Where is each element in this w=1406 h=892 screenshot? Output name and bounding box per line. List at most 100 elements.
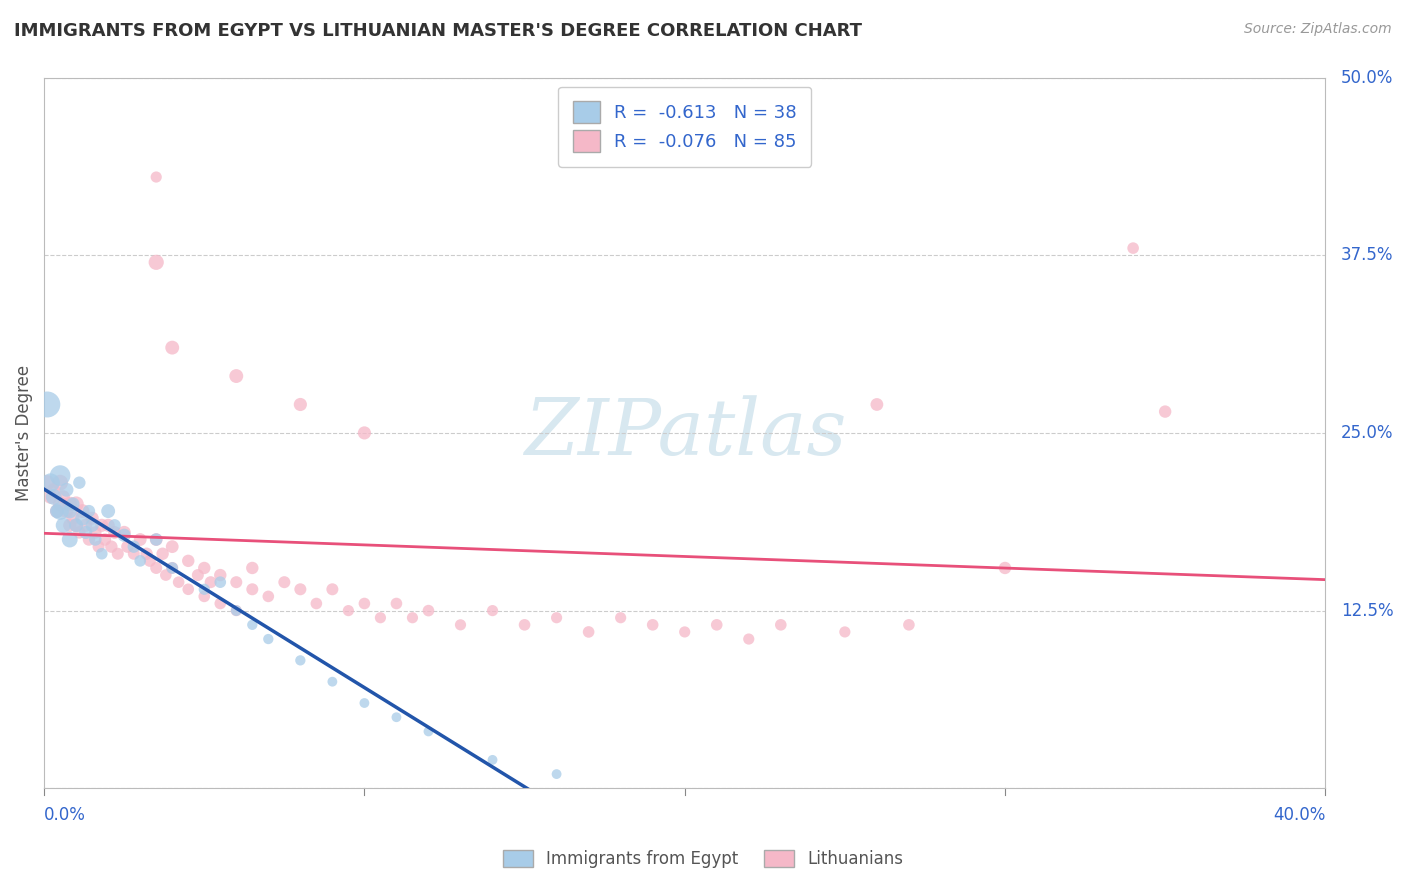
Point — [129, 533, 152, 547]
Point — [337, 604, 360, 618]
Point — [45, 504, 67, 518]
Point — [77, 533, 100, 547]
Point — [59, 518, 82, 533]
Point — [94, 533, 117, 547]
Point — [112, 525, 135, 540]
Point — [209, 568, 232, 582]
Point — [321, 582, 343, 597]
Point — [82, 511, 104, 525]
Point — [145, 255, 167, 269]
Point — [546, 611, 568, 625]
Text: 50.0%: 50.0% — [1341, 69, 1393, 87]
Point — [994, 561, 1017, 575]
Text: 0.0%: 0.0% — [44, 806, 86, 824]
Point — [273, 575, 295, 590]
Point — [37, 475, 59, 490]
Point — [834, 624, 856, 639]
Point — [155, 568, 177, 582]
Text: IMMIGRANTS FROM EGYPT VS LITHUANIAN MASTER'S DEGREE CORRELATION CHART: IMMIGRANTS FROM EGYPT VS LITHUANIAN MAST… — [14, 22, 862, 40]
Y-axis label: Master's Degree: Master's Degree — [15, 365, 32, 501]
Point — [706, 617, 728, 632]
Point — [72, 504, 94, 518]
Point — [160, 341, 183, 355]
Point — [39, 490, 62, 504]
Point — [42, 490, 65, 504]
Point — [193, 561, 215, 575]
Point — [897, 617, 920, 632]
Point — [290, 582, 312, 597]
Point — [112, 528, 135, 542]
Point — [225, 369, 247, 384]
Point — [90, 518, 112, 533]
Point — [39, 475, 62, 490]
Point — [418, 724, 440, 739]
Point — [145, 561, 167, 575]
Point — [84, 525, 107, 540]
Point — [49, 497, 72, 511]
Point — [145, 169, 167, 184]
Point — [866, 397, 889, 411]
Point — [65, 518, 87, 533]
Point — [240, 561, 263, 575]
Text: 25.0%: 25.0% — [1341, 424, 1393, 442]
Point — [641, 617, 664, 632]
Point — [370, 611, 392, 625]
Point — [82, 518, 104, 533]
Point — [481, 753, 503, 767]
Legend: Immigrants from Egypt, Lithuanians: Immigrants from Egypt, Lithuanians — [496, 843, 910, 875]
Text: Source: ZipAtlas.com: Source: ZipAtlas.com — [1244, 22, 1392, 37]
Point — [84, 533, 107, 547]
Point — [353, 696, 375, 710]
Point — [59, 497, 82, 511]
Point — [187, 568, 209, 582]
Point — [240, 582, 263, 597]
Point — [122, 540, 145, 554]
Point — [37, 397, 59, 411]
Point — [546, 767, 568, 781]
Point — [49, 504, 72, 518]
Point — [257, 632, 280, 646]
Point — [769, 617, 792, 632]
Point — [609, 611, 631, 625]
Point — [305, 597, 328, 611]
Point — [49, 475, 72, 490]
Point — [401, 611, 423, 625]
Point — [385, 597, 408, 611]
Point — [117, 540, 139, 554]
Point — [290, 397, 312, 411]
Point — [122, 547, 145, 561]
Point — [129, 554, 152, 568]
Point — [209, 575, 232, 590]
Point — [97, 504, 120, 518]
Point — [103, 525, 125, 540]
Point — [177, 554, 200, 568]
Point — [193, 590, 215, 604]
Text: 40.0%: 40.0% — [1272, 806, 1326, 824]
Point — [160, 540, 183, 554]
Point — [100, 540, 122, 554]
Point — [290, 653, 312, 667]
Point — [75, 518, 97, 533]
Text: 12.5%: 12.5% — [1341, 601, 1393, 620]
Point — [673, 624, 696, 639]
Point — [160, 561, 183, 575]
Point — [75, 525, 97, 540]
Point — [200, 575, 222, 590]
Point — [59, 533, 82, 547]
Point — [72, 511, 94, 525]
Point — [49, 468, 72, 483]
Point — [257, 590, 280, 604]
Point — [481, 604, 503, 618]
Point — [55, 504, 77, 518]
Point — [145, 533, 167, 547]
Legend: R =  -0.613   N = 38, R =  -0.076   N = 85: R = -0.613 N = 38, R = -0.076 N = 85 — [558, 87, 811, 167]
Point — [225, 575, 247, 590]
Point — [103, 518, 125, 533]
Point — [59, 504, 82, 518]
Point — [209, 597, 232, 611]
Point — [62, 497, 84, 511]
Point — [45, 504, 67, 518]
Point — [385, 710, 408, 724]
Point — [353, 425, 375, 440]
Point — [353, 597, 375, 611]
